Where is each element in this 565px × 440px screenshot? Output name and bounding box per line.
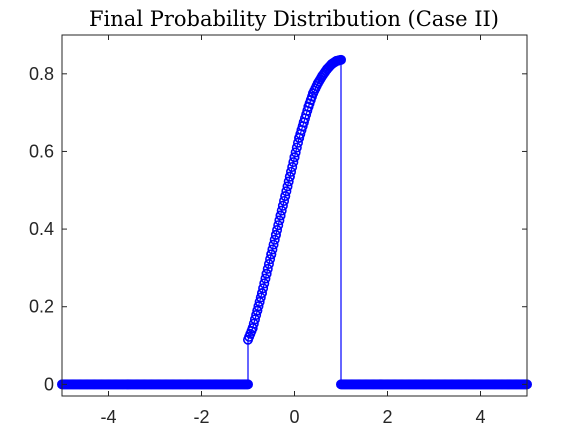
y-tick-label: 0.6 (29, 141, 54, 161)
axis-ticks: -4 -2 0 2 4 0 0.2 0.4 0.6 0.8 (29, 35, 527, 427)
data-point (260, 273, 271, 284)
data-point (263, 259, 274, 270)
x-tick-label: 0 (289, 407, 299, 427)
data-point (279, 195, 290, 206)
data-point (291, 142, 302, 153)
x-tick-label: 2 (382, 407, 392, 427)
data-point (273, 220, 284, 231)
data-point (272, 225, 283, 236)
data-point (290, 147, 301, 158)
data-point (247, 323, 258, 334)
y-tick-label: 0.2 (29, 297, 54, 317)
series-line (62, 59, 527, 385)
y-tick-label: 0.8 (29, 64, 54, 84)
data-point (259, 278, 270, 289)
chart-title: Final Probability Distribution (Case II) (89, 7, 499, 31)
x-tick-label: -2 (193, 407, 209, 427)
data-point (254, 296, 265, 307)
data-point (267, 244, 278, 255)
data-point (243, 379, 254, 390)
data-point (253, 301, 264, 312)
data-point (266, 249, 277, 260)
data-point (256, 288, 267, 299)
data-point (268, 239, 279, 250)
data-point (288, 157, 299, 168)
data-point (265, 254, 276, 265)
data-point (249, 314, 260, 325)
data-point (248, 318, 259, 329)
data-point (281, 186, 292, 197)
data-point (269, 234, 280, 245)
data-point (292, 137, 303, 148)
data-point (277, 200, 288, 211)
data-point (282, 181, 293, 192)
y-tick-label: 0.4 (29, 219, 54, 239)
data-point (335, 54, 346, 65)
data-point (289, 152, 300, 163)
x-tick-label: -4 (100, 407, 116, 427)
data-point (252, 305, 263, 316)
y-tick-label: 0 (44, 374, 54, 394)
data-point (261, 268, 272, 279)
data-point (286, 166, 297, 177)
data-point (284, 171, 295, 182)
data-point (283, 176, 294, 187)
data-point (270, 229, 281, 240)
data-point (280, 191, 291, 202)
axes-box (61, 34, 528, 397)
x-tick-label: 4 (475, 407, 485, 427)
plot-area (56, 54, 532, 390)
data-point (251, 309, 262, 320)
data-point (258, 283, 269, 294)
data-point (275, 210, 286, 221)
data-point (274, 215, 285, 226)
data-point (276, 205, 287, 216)
data-point (262, 263, 273, 274)
data-point (255, 292, 266, 303)
data-point (287, 161, 298, 172)
series-markers (56, 54, 532, 390)
